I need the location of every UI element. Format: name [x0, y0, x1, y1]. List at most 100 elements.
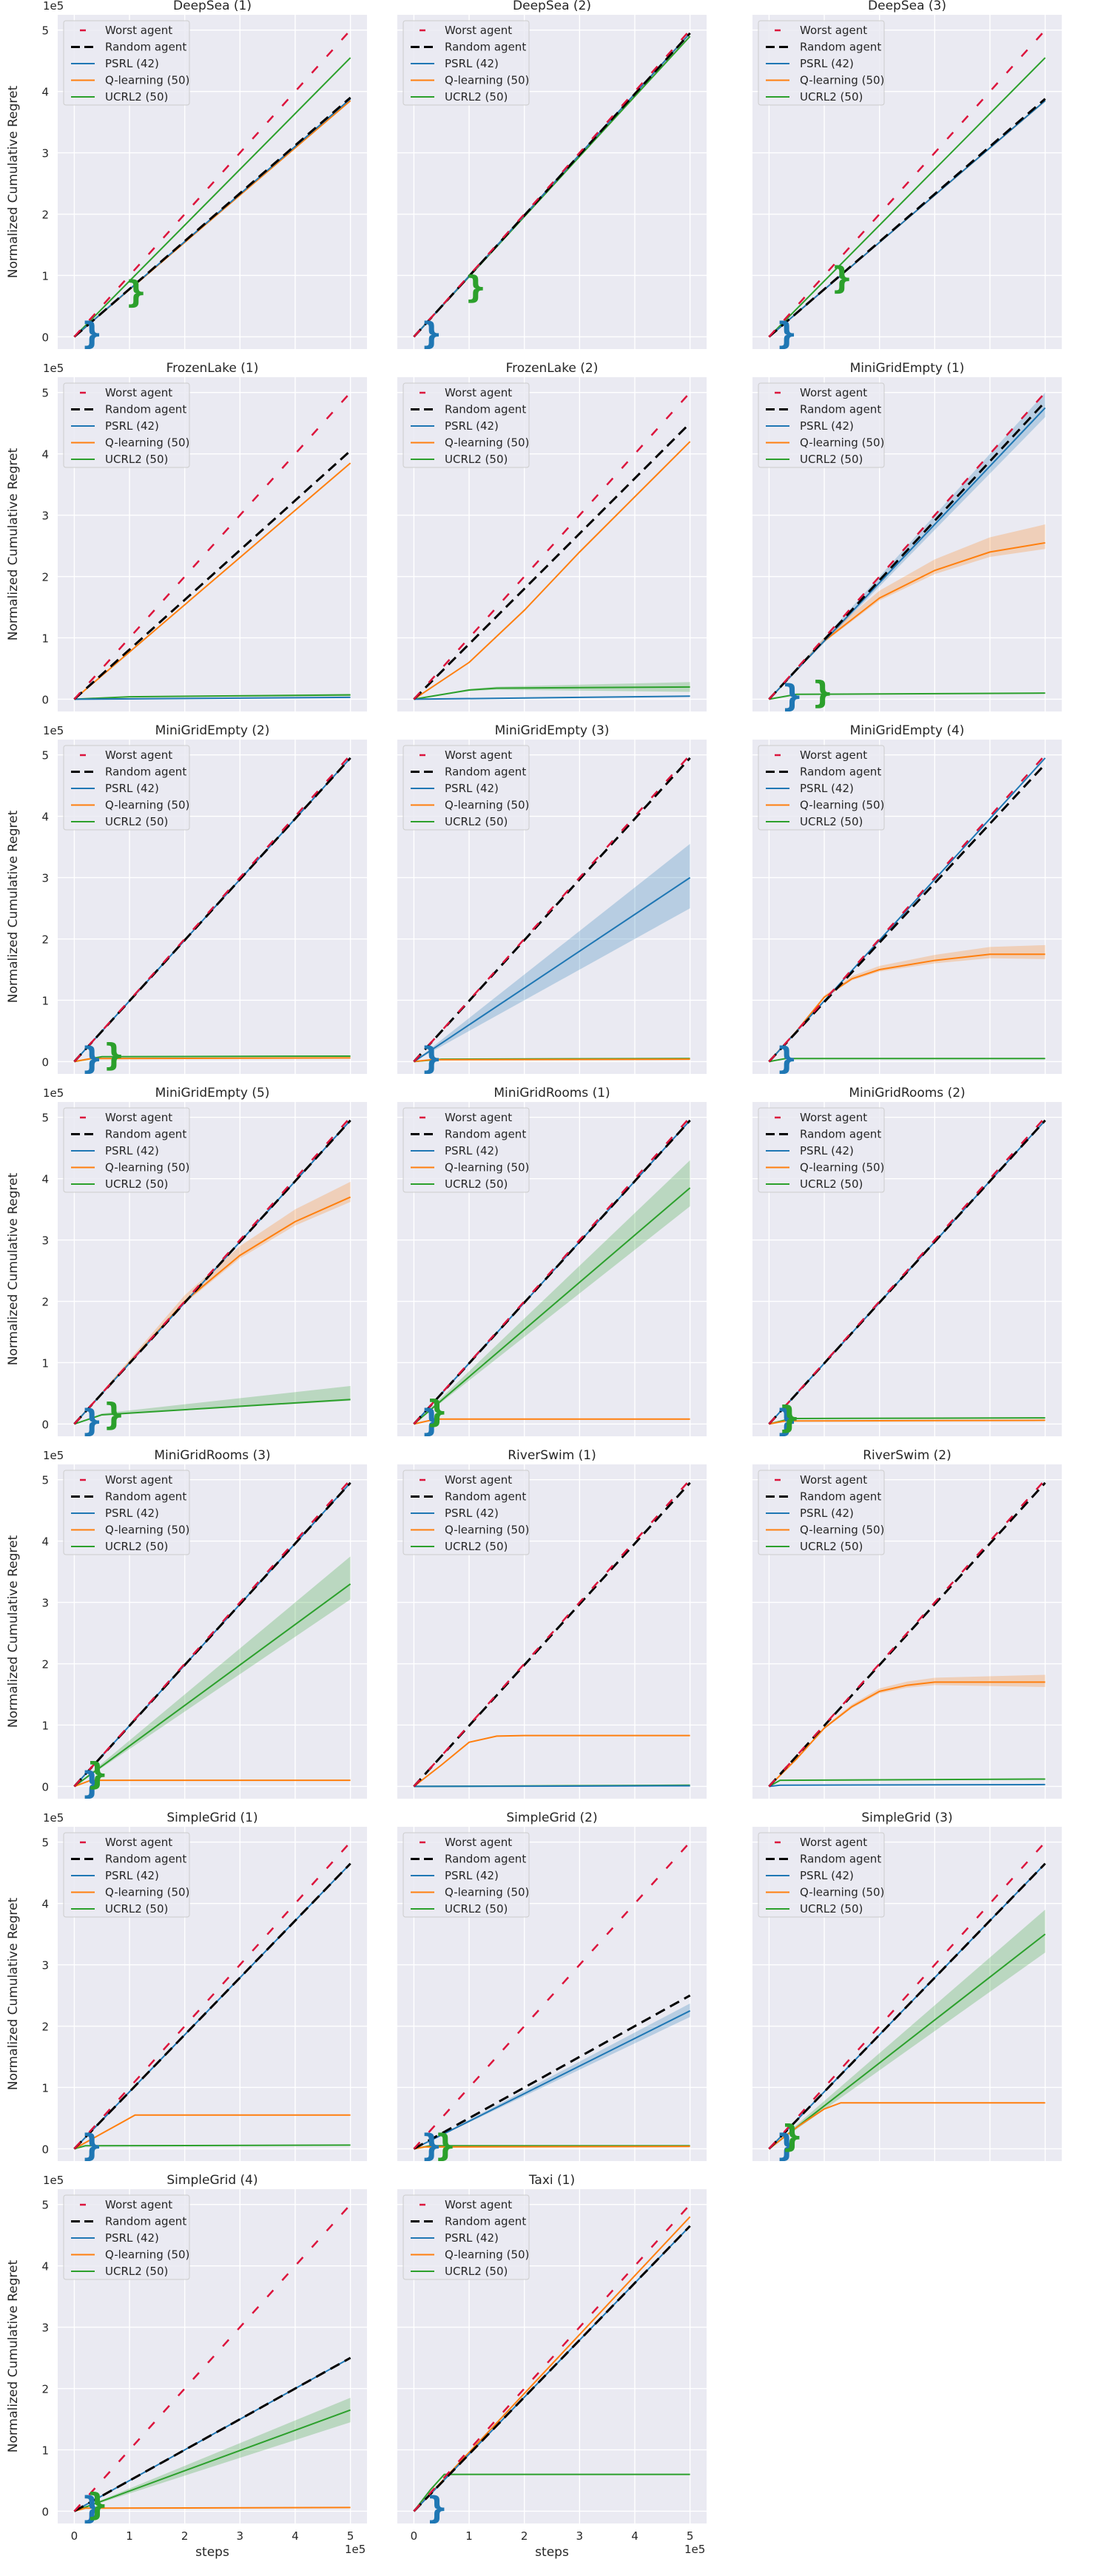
legend-label: Worst agent: [445, 386, 512, 399]
legend-label: Worst agent: [445, 1473, 512, 1487]
panel-riverswim-1: RiverSwim (1) Worst agent Random agent PSRL…: [397, 1448, 707, 1799]
line-worst-agent: [413, 1478, 691, 1788]
line-q-learning-50: [413, 441, 691, 700]
y-tick-label: 5: [41, 1474, 49, 1487]
legend-label: PSRL (42): [800, 1144, 854, 1157]
panel-title: RiverSwim (2): [863, 1448, 952, 1463]
marker-psrl-42: }: [81, 1765, 103, 1801]
x-exponent-label: 1e5: [345, 2543, 366, 2556]
y-exponent-label: 1e5: [43, 1086, 64, 1100]
y-axis-label: Normalized Cumulative Regret: [6, 86, 21, 279]
line-psrl-42: [74, 696, 351, 700]
line-psrl-42: [413, 2009, 691, 2150]
legend-label: Random agent: [800, 403, 881, 416]
line-ucrl2-50: [769, 692, 1045, 700]
y-tick-label: 3: [41, 1959, 49, 1972]
legend: Worst agent Random agent PSRL (42) Q-learni…: [758, 1470, 885, 1555]
legend-label: Worst agent: [800, 24, 867, 37]
legend-box: [63, 2194, 190, 2280]
plot-lines: }}: [413, 1841, 691, 2161]
y-exponent-label: 1e5: [43, 362, 64, 375]
panel-frozenlake-2: FrozenLake (2) Worst agent Random agent PSR…: [397, 361, 707, 711]
legend-box: [63, 20, 190, 106]
y-tick-label: 0: [41, 1780, 49, 1794]
line-psrl-42: [414, 1785, 690, 1788]
legend-label: Random agent: [445, 765, 526, 779]
legend-label: Q-learning (50): [445, 436, 529, 450]
band-q-learning-50: [769, 1674, 1045, 1787]
marker-ucrl2-50: }: [812, 675, 834, 711]
y-axis-label: Normalized Cumulative Regret: [6, 448, 21, 641]
line-worst-agent: [413, 1841, 691, 2150]
legend-label: Random agent: [445, 2215, 526, 2228]
panel-title: FrozenLake (2): [506, 361, 599, 376]
marker-psrl-42: }: [775, 2127, 798, 2163]
plot-lines: }}: [768, 391, 1046, 711]
legend-label: Q-learning (50): [105, 2248, 189, 2262]
line-worst-agent: [768, 1841, 1046, 2150]
y-tick-label: 1: [41, 994, 49, 1007]
legend-label: Random agent: [800, 1490, 881, 1504]
y-tick-label: 3: [41, 872, 49, 885]
x-tick-label: 1: [465, 2529, 473, 2543]
legend-label: Worst agent: [105, 386, 172, 399]
y-tick-label: 4: [41, 448, 49, 462]
line-q-learning-50: [74, 1779, 351, 1788]
panel-title: MiniGridRooms (2): [849, 1086, 965, 1101]
legend-label: Q-learning (50): [105, 1524, 189, 1537]
line-worst-agent: [768, 754, 1046, 1063]
legend-label: PSRL (42): [105, 2231, 159, 2245]
band-ucrl2-50: [74, 1385, 351, 1424]
legend-label: UCRL2 (50): [105, 1177, 168, 1191]
y-tick-label: 3: [41, 510, 49, 523]
legend-label: Q-learning (50): [800, 1161, 884, 1174]
marker-psrl-42: }: [420, 1040, 442, 1076]
line-worst-agent: [768, 29, 1046, 338]
y-tick-label: 4: [41, 2260, 49, 2274]
plot-lines: }}: [768, 1841, 1046, 2163]
y-tick-label: 1: [41, 2444, 49, 2457]
legend-label: Random agent: [105, 1490, 186, 1504]
legend-label: Random agent: [445, 1128, 526, 1141]
legend-label: PSRL (42): [445, 57, 499, 70]
x-axis-label: steps: [535, 2545, 569, 2560]
legend: Worst agent Random agent PSRL (42) Q-learni…: [63, 1107, 190, 1193]
panel-title: SimpleGrid (1): [166, 1811, 257, 1825]
legend: Worst agent Random agent PSRL (42) Q-learni…: [403, 1470, 530, 1555]
line-worst-agent: [73, 1841, 351, 2150]
legend-label: Q-learning (50): [445, 1524, 529, 1537]
panel-minigridempty-2: MiniGridEmpty (2) 0 1 2 3 4 5 1e5 Normalized Cum…: [6, 723, 367, 1074]
legend: Worst agent Random agent PSRL (42) Q-learni…: [403, 382, 530, 468]
legend-label: PSRL (42): [105, 419, 159, 433]
legend-label: Q-learning (50): [800, 799, 884, 812]
line-worst-agent: [73, 1478, 351, 1788]
legend-label: Worst agent: [105, 748, 172, 762]
x-tick-label: 2: [521, 2529, 528, 2543]
legend-label: Worst agent: [445, 748, 512, 762]
line-random-agent: [73, 450, 351, 700]
plot-lines: [413, 391, 691, 700]
legend-label: Q-learning (50): [105, 1161, 189, 1174]
legend-box: [758, 1832, 885, 1918]
legend: Worst agent Random agent PSRL (42) Q-learni…: [63, 1832, 190, 1918]
legend-label: UCRL2 (50): [800, 1177, 863, 1191]
legend: Worst agent Random agent PSRL (42) Q-learni…: [758, 1107, 885, 1193]
band-psrl-42: [414, 2003, 690, 2149]
legend-label: Q-learning (50): [800, 74, 884, 87]
marker-psrl-42: }: [775, 1040, 798, 1076]
panel-title: DeepSea (2): [513, 0, 591, 13]
legend-label: Q-learning (50): [445, 2248, 529, 2262]
y-tick-label: 0: [41, 1055, 49, 1069]
y-axis-label: Normalized Cumulative Regret: [6, 811, 21, 1004]
legend-label: UCRL2 (50): [800, 1902, 863, 1916]
plot-lines: }}: [73, 1116, 351, 1436]
panel-minigridempty-5: MiniGridEmpty (5) 0 1 2 3 4 5 1e5 Normalized Cum…: [6, 1086, 367, 1436]
legend-label: PSRL (42): [800, 57, 854, 70]
legend-label: UCRL2 (50): [445, 90, 508, 104]
y-tick-label: 1: [41, 2081, 49, 2095]
y-tick-label: 2: [41, 933, 49, 947]
y-tick-label: 5: [41, 749, 49, 763]
legend-label: UCRL2 (50): [445, 1177, 508, 1191]
